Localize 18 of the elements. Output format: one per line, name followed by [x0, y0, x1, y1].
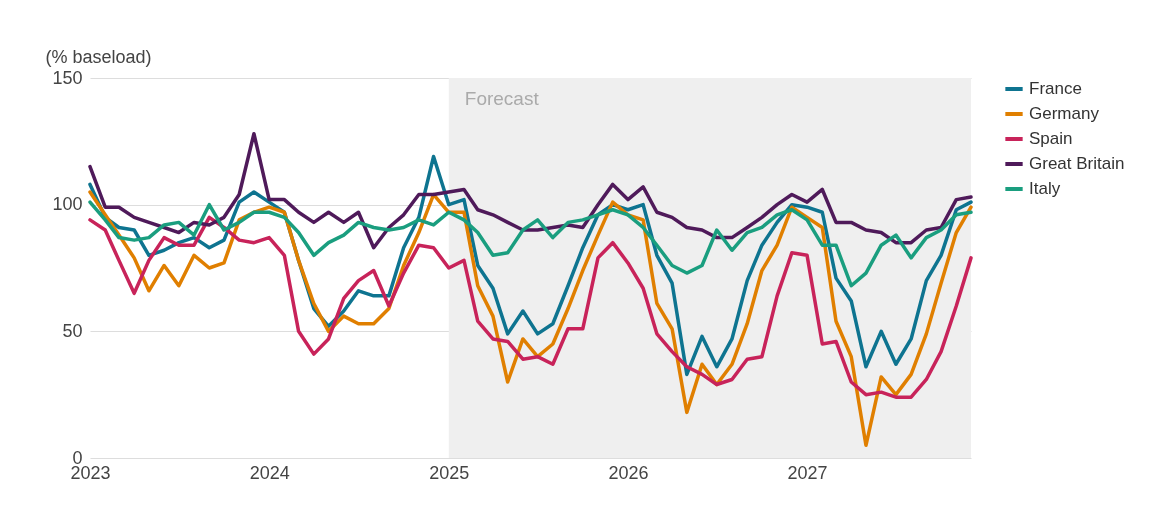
- band-label: Forecast: [464, 88, 540, 109]
- y-axis-title: (% baseload): [45, 46, 152, 67]
- line-series: [88, 131, 973, 250]
- legend-label: Italy: [1029, 179, 1061, 198]
- x-tick-label: 2026: [608, 462, 649, 483]
- y-tick-label: 50: [62, 320, 83, 341]
- y-tick-label: 150: [52, 67, 83, 88]
- legend-label: Great Britain: [1029, 154, 1125, 173]
- x-tick-label: 2024: [249, 462, 290, 483]
- x-tick-label: 2025: [429, 462, 470, 483]
- legend-label: Spain: [1029, 129, 1073, 148]
- line-series: [88, 215, 973, 399]
- line-series: [88, 190, 973, 448]
- y-tick-label: 100: [52, 194, 83, 215]
- x-tick-label: 2027: [787, 462, 828, 483]
- line-series: [88, 200, 973, 288]
- legend-label: France: [1029, 79, 1082, 98]
- legend-label: Germany: [1029, 104, 1100, 123]
